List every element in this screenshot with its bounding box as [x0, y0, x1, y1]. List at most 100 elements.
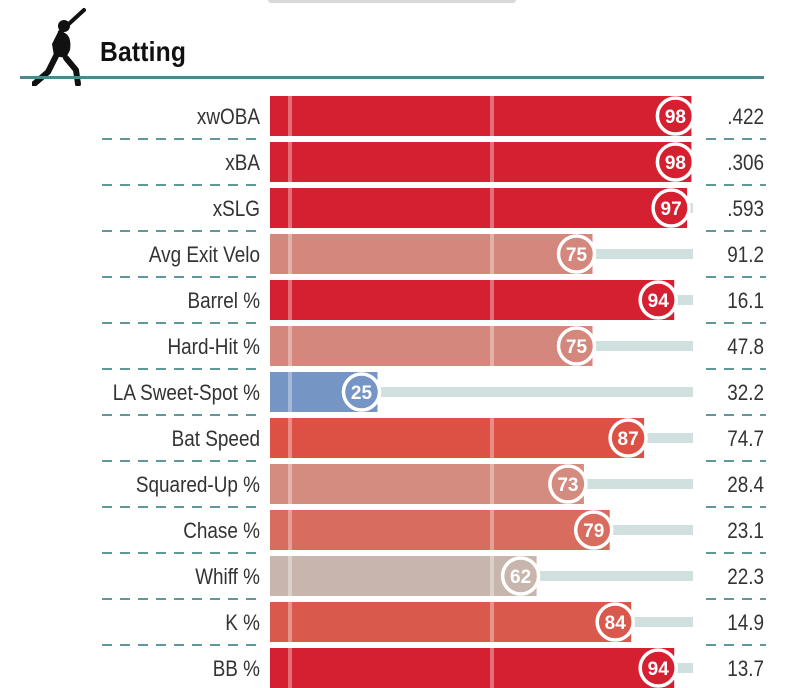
chart-row: 97 xSLG .593: [102, 188, 766, 232]
percentile-marker: [595, 602, 635, 642]
reference-line: [288, 234, 292, 274]
percentile-bar: [270, 280, 675, 320]
chart-row: 75 Avg Exit Velo 91.2: [102, 234, 766, 278]
percentile-bar: [270, 142, 692, 182]
percentile-bar: [270, 234, 593, 274]
bar-track: [644, 433, 693, 443]
percentile-label: 87: [618, 429, 639, 450]
percentile-marker: [638, 648, 678, 688]
metric-label: BB %: [213, 656, 260, 681]
reference-line: [490, 280, 494, 320]
reference-line: [490, 142, 494, 182]
stat-value: 28.4: [727, 472, 764, 497]
percentile-marker: [548, 464, 588, 504]
bar-track: [674, 295, 693, 305]
stat-value: .593: [727, 196, 764, 221]
percentile-bar: [270, 418, 645, 458]
percentile-label: 75: [566, 337, 588, 358]
metric-label: LA Sweet-Spot %: [113, 380, 260, 405]
chart-row: 75 Hard-Hit % 47.8: [102, 326, 766, 370]
metric-label: xBA: [225, 150, 260, 175]
stat-value: 47.8: [727, 334, 764, 359]
percentile-label: 98: [665, 153, 686, 174]
percentile-label: 62: [510, 567, 531, 588]
reference-line: [490, 96, 494, 136]
stat-value: 91.2: [727, 242, 764, 267]
bar-track: [583, 479, 693, 489]
bar-track: [536, 571, 693, 581]
percentile-label: 97: [661, 199, 682, 220]
reference-line: [490, 556, 494, 596]
stat-value: 74.7: [727, 426, 764, 451]
chart-row: 25 LA Sweet-Spot % 32.2: [102, 372, 766, 416]
percentile-label: 94: [648, 291, 670, 312]
metric-label: Chase %: [183, 518, 260, 543]
percentile-bar: [270, 96, 692, 136]
percentile-label: 79: [583, 521, 604, 542]
chart-row: 98 xBA .306: [102, 142, 766, 186]
metric-label: Avg Exit Velo: [149, 242, 260, 267]
chart-row: 94 Barrel % 16.1: [102, 280, 766, 324]
metric-label: Barrel %: [188, 288, 261, 313]
stat-value: 16.1: [727, 288, 764, 313]
reference-line: [490, 602, 494, 642]
percentile-bar: [270, 188, 688, 228]
reference-line: [490, 464, 494, 504]
percentile-marker: [655, 142, 696, 182]
stat-value: 13.7: [727, 656, 764, 681]
reference-line: [288, 188, 292, 228]
stat-value: 32.2: [727, 380, 764, 405]
reference-line: [490, 188, 494, 228]
reference-line: [288, 96, 292, 136]
stat-value: .422: [727, 104, 764, 129]
metric-label: xwOBA: [197, 104, 260, 129]
percentile-bar: [270, 464, 584, 504]
reference-line: [288, 372, 292, 412]
reference-line: [490, 510, 494, 550]
percentile-marker: [608, 418, 648, 458]
chart-row: 84 K % 14.9: [102, 602, 766, 646]
metric-label: Whiff %: [195, 564, 260, 589]
header-divider: [20, 76, 764, 79]
chart-row: 73 Squared-Up % 28.4: [102, 464, 766, 508]
chart-row: 98 xwOBA .422: [102, 96, 766, 140]
chart-row: 87 Bat Speed 74.7: [102, 418, 766, 462]
percentile-bar: [270, 556, 537, 596]
metric-label: xSLG: [213, 196, 260, 221]
metric-label: Squared-Up %: [136, 472, 260, 497]
chart-row: 94 BB % 13.7: [213, 648, 764, 688]
reference-line: [490, 648, 494, 688]
batter-silhouette-icon: [32, 8, 86, 86]
bar-track: [377, 387, 693, 397]
stat-value: 23.1: [727, 518, 764, 543]
percentile-marker: [500, 556, 541, 596]
reference-line: [490, 326, 494, 366]
reference-line: [288, 602, 292, 642]
bar-track: [674, 663, 693, 673]
percentile-label: 98: [665, 107, 686, 128]
section-header: Batting: [20, 0, 764, 86]
metric-label: K %: [225, 610, 260, 635]
percentile-label: 75: [566, 245, 588, 266]
bar-track: [592, 341, 693, 351]
percentile-label: 94: [648, 659, 670, 680]
percentile-marker: [556, 234, 597, 274]
top-tab-indicator: [268, 0, 516, 3]
bar-track: [592, 249, 693, 259]
stat-value: 22.3: [727, 564, 764, 589]
stat-value: 14.9: [727, 610, 764, 635]
percentile-marker: [651, 188, 691, 228]
reference-line: [288, 464, 292, 504]
reference-line: [288, 326, 292, 366]
percentile-label: 73: [557, 475, 578, 496]
reference-line: [490, 418, 494, 458]
reference-line: [288, 556, 292, 596]
chart-row: 79 Chase % 23.1: [102, 510, 766, 554]
reference-line: [288, 510, 292, 550]
chart-row: 62 Whiff % 22.3: [102, 556, 766, 600]
reference-line: [288, 142, 292, 182]
percentile-label: 84: [605, 613, 627, 634]
percentile-marker: [638, 280, 678, 320]
bar-track: [609, 525, 693, 535]
